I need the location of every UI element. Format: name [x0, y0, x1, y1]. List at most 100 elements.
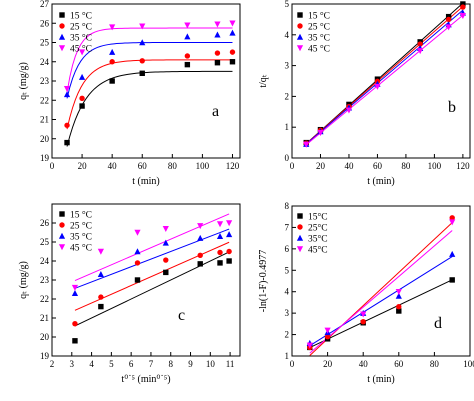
data-point	[162, 226, 169, 232]
panel-label: a	[212, 103, 219, 120]
legend-label: 25 °C	[308, 22, 330, 33]
y-tick-label: 24	[40, 256, 50, 266]
legend-label: 35 °C	[70, 33, 92, 44]
data-point	[197, 252, 203, 258]
data-point	[445, 24, 452, 31]
data-point	[109, 24, 116, 31]
data-point	[197, 261, 203, 267]
data-point	[97, 248, 104, 255]
y-tick-label: 19	[40, 351, 50, 361]
data-point	[72, 338, 78, 344]
data-point	[98, 294, 104, 300]
y-tick-label: 25	[40, 38, 50, 48]
fit-line	[305, 9, 464, 145]
data-point	[64, 122, 70, 128]
y-tick-label: 4	[285, 287, 290, 297]
data-point	[139, 23, 146, 30]
data-point	[460, 4, 466, 10]
fit-line	[66, 59, 233, 130]
fit-line	[66, 27, 233, 93]
data-point	[214, 21, 221, 28]
data-point	[360, 311, 367, 318]
x-tick-label: 80	[430, 359, 440, 369]
data-point	[78, 73, 86, 80]
data-point	[226, 258, 232, 264]
x-tick-label: 7	[149, 359, 154, 369]
legend-label: 35°C	[308, 234, 328, 245]
data-point	[71, 290, 79, 296]
legend-label: 35 °C	[308, 33, 330, 44]
data-point	[217, 249, 223, 256]
data-point	[63, 91, 71, 98]
x-tick-label: 120	[456, 161, 470, 171]
panel-b: 0 20 40 60 80 100 120 0 1 2 3 4 5 t (min) t/qₜ 15 °C25 …	[258, 0, 471, 187]
y-tick-label: 23	[40, 275, 50, 285]
x-tick-label: 0	[290, 161, 295, 171]
x-tick-label: 2	[50, 359, 55, 369]
y-tick-label: 0	[285, 153, 290, 163]
data-point	[139, 70, 145, 76]
x-tick-label: 20	[316, 161, 326, 171]
data-point	[134, 260, 141, 266]
data-point	[98, 303, 104, 310]
data-point	[139, 39, 146, 46]
data-point	[229, 49, 236, 55]
y-tick-label: 26	[40, 18, 50, 28]
data-point	[109, 48, 116, 55]
data-point	[72, 321, 78, 327]
legend-label: 45 °C	[308, 44, 330, 55]
y-tick-label: 21	[40, 115, 49, 125]
panel-label: c	[178, 307, 185, 324]
y-tick-label: 2	[285, 91, 290, 101]
data-point	[78, 49, 86, 56]
data-point	[317, 130, 324, 137]
data-point	[445, 13, 452, 20]
data-point	[449, 215, 455, 221]
x-tick-label: 60	[138, 161, 148, 171]
y-tick-label: 5	[285, 0, 290, 9]
data-point	[217, 260, 223, 266]
legend-label: 25°C	[308, 223, 328, 234]
x-tick-label: 100	[196, 161, 210, 171]
x-tick-label: 11	[226, 359, 235, 369]
x-tick-label: 80	[401, 161, 411, 171]
y-tick-label: 3	[285, 308, 290, 318]
data-point	[449, 250, 456, 257]
x-tick-label: 5	[109, 359, 114, 369]
x-tick-label: 8	[168, 359, 173, 369]
y-tick-label: 1	[285, 351, 290, 361]
x-tick-label: 20	[323, 359, 333, 369]
plot-frame	[291, 3, 471, 159]
y-tick-label: 21	[40, 313, 49, 323]
legend-label: 15 °C	[70, 11, 92, 22]
x-tick-label: 10	[206, 359, 216, 369]
data-point	[64, 139, 70, 146]
panel-d: 0 20 40 60 80 100 1 2 3 4 5 6 7 8 t (min) -ln(1-F)-0.49…	[258, 201, 474, 385]
data-point	[395, 292, 402, 299]
x-tick-label: 100	[428, 161, 442, 171]
data-point	[109, 78, 115, 84]
panel-label: b	[448, 99, 456, 116]
data-point	[226, 231, 233, 238]
legend-label: 15 °C	[70, 210, 92, 221]
y-axis-label: qₜ (mg/g)	[18, 62, 29, 100]
data-point	[214, 60, 221, 66]
y-tick-label: 20	[40, 332, 50, 342]
y-tick-label: 27	[40, 0, 50, 9]
data-point	[184, 22, 191, 29]
y-axis-label: t/qₜ	[258, 74, 269, 88]
x-tick-label: 100	[463, 359, 474, 369]
legend-marker	[58, 232, 66, 239]
data-point	[374, 83, 381, 90]
legend-label: 45 °C	[70, 243, 92, 254]
x-tick-label: 60	[394, 359, 404, 369]
data-point	[226, 248, 232, 255]
fit-line	[305, 14, 464, 146]
y-tick-label: 6	[285, 244, 290, 254]
x-axis-label: t (min)	[367, 374, 395, 385]
data-point	[197, 223, 204, 230]
legend-marker	[59, 23, 65, 29]
y-tick-label: 20	[40, 134, 50, 144]
x-tick-label: 40	[359, 359, 369, 369]
